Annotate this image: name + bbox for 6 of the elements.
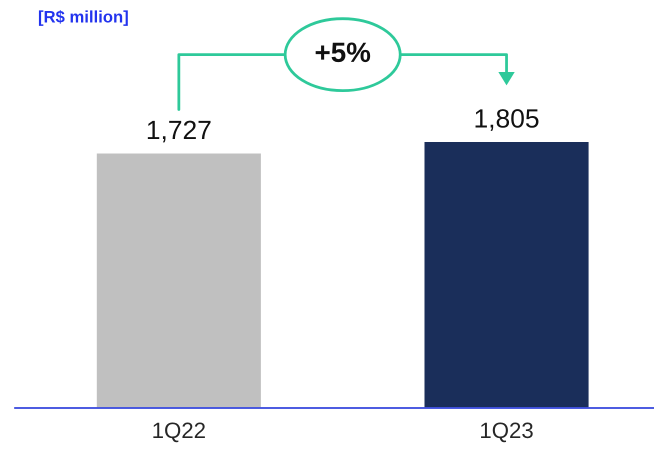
text: +5% [316,42,370,62]
text: [R$ million] [38,10,128,26]
x-tick-label: 1Q23 [481,422,533,442]
data-label: 1,727 [148,120,211,142]
x-tick-label: 1Q22 [153,422,205,442]
data-label: 1,805 [476,109,538,131]
